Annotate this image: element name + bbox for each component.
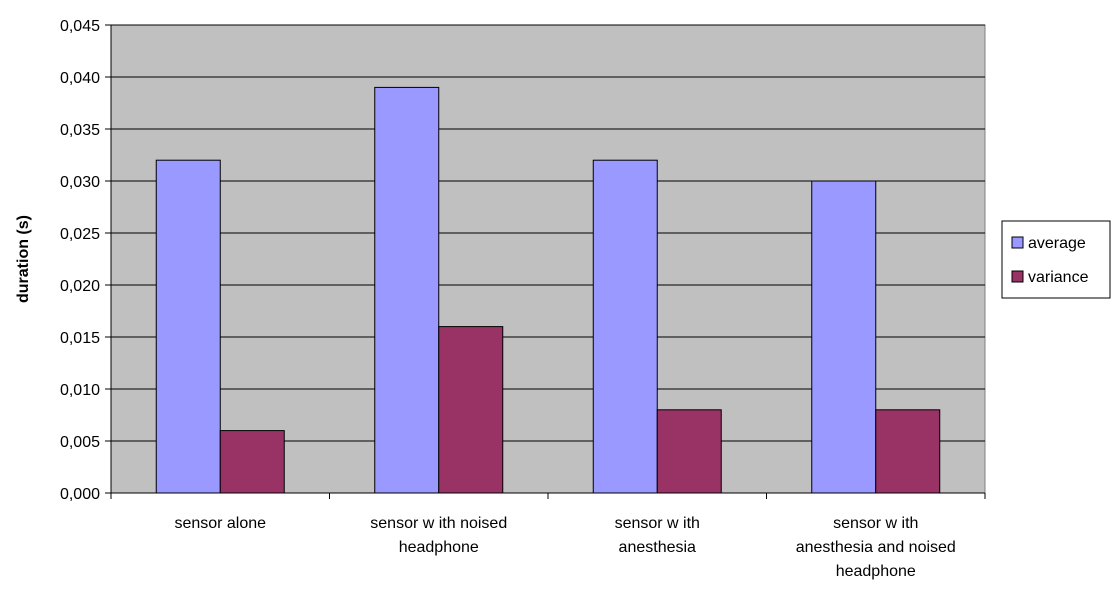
x-category-label: sensor w ith anesthesia (615, 515, 700, 556)
bar-variance-4 (875, 409, 941, 494)
x-category-label: sensor w ith noised headphone (370, 515, 507, 556)
y-tick-label: 0,010 (60, 382, 100, 399)
bar-variance-3 (656, 409, 722, 494)
bar-variance-2 (438, 326, 504, 494)
x-axis-category-labels: sensor alone sensor w ith noised headphone… (110, 493, 986, 580)
y-tick-label: 0,030 (60, 174, 100, 191)
y-tick-label: 0,045 (60, 18, 100, 35)
y-tick-label: 0,005 (60, 434, 100, 451)
plot-area (110, 24, 986, 494)
bar-average-1 (155, 159, 221, 494)
legend-swatch-average (1011, 236, 1024, 249)
legend-box (1001, 220, 1111, 299)
bar-average-2 (374, 86, 440, 494)
legend-swatch-variance (1011, 270, 1024, 283)
bar-variance-1 (219, 430, 285, 494)
y-tick-label: 0,040 (60, 70, 100, 87)
y-tick-label: 0,020 (60, 278, 100, 295)
y-axis-title: duration (s) (15, 215, 32, 303)
x-category-label: sensor w ith anesthesia and noised headpho… (796, 515, 956, 580)
bar-average-3 (592, 159, 658, 494)
y-tick-label: 0,000 (60, 486, 100, 503)
bar-average-4 (811, 180, 877, 494)
y-tick-label: 0,035 (60, 122, 100, 139)
legend-label-average: average (1028, 235, 1086, 252)
y-axis-tick-labels: 0,000 0,005 0,010 0,015 0,020 0,025 0,030 0,035… (60, 18, 111, 503)
y-tick-label: 0,025 (60, 226, 100, 243)
y-tick-label: 0,015 (60, 330, 100, 347)
legend: average variance (1001, 220, 1111, 299)
x-category-label: sensor alone (174, 515, 266, 532)
legend-label-variance: variance (1028, 269, 1089, 286)
